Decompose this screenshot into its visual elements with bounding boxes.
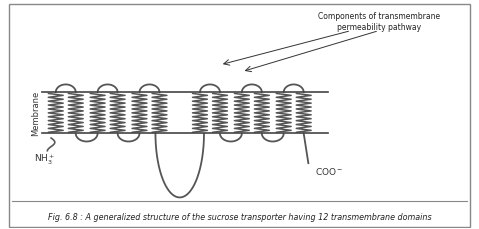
- Text: COO$^-$: COO$^-$: [315, 166, 344, 177]
- Text: NH$_3^+$: NH$_3^+$: [34, 152, 55, 166]
- Bar: [42, 93, 328, 134]
- Text: Components of transmembrane
permeability pathway: Components of transmembrane permeability…: [318, 12, 440, 31]
- Text: Membrane: Membrane: [31, 91, 40, 136]
- Text: Fig. 6.8 : A generalized structure of the sucrose transporter having 12 transmem: Fig. 6.8 : A generalized structure of th…: [48, 213, 431, 221]
